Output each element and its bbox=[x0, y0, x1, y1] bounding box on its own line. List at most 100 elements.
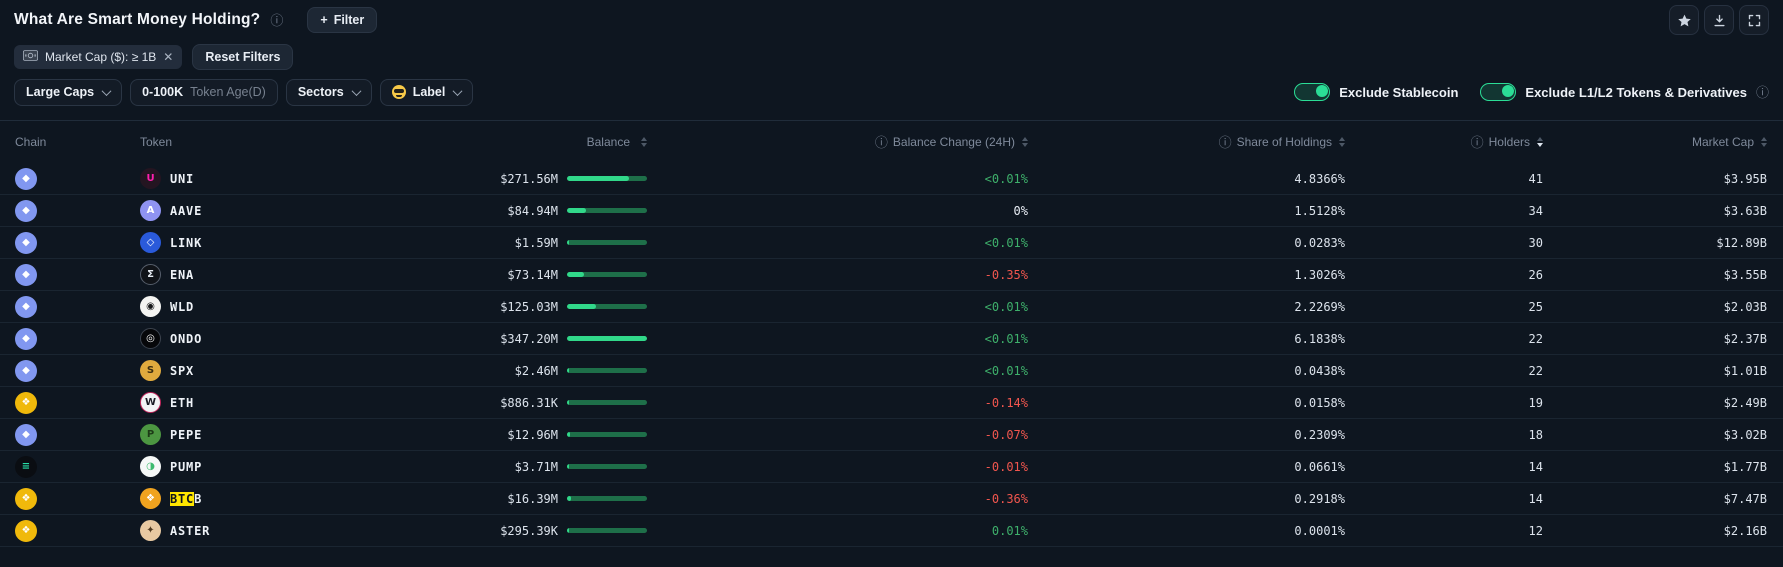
sort-arrows-icon[interactable] bbox=[1761, 137, 1767, 147]
market-cap-filter-chip[interactable]: Market Cap ($): ≥ 1B ✕ bbox=[14, 44, 183, 69]
chain-cell: ◆ bbox=[0, 327, 135, 350]
table-body: ◆ U UNI $271.56M <0.01% 4.8366% 41 $3.95B ◆ A AAVE… bbox=[0, 163, 1783, 547]
title-info-icon[interactable]: ⓘ bbox=[270, 12, 284, 28]
sort-arrows-icon[interactable] bbox=[1537, 137, 1543, 147]
balance-bar-fill bbox=[567, 432, 571, 437]
token-cell[interactable]: S SPX bbox=[135, 360, 420, 381]
market-cap-value: $2.49B bbox=[1723, 395, 1767, 410]
column-label: Token bbox=[140, 135, 173, 149]
balance-cell: $295.39K bbox=[420, 524, 647, 538]
balance-value: $271.56M bbox=[500, 171, 558, 186]
chain-cell: ❖ bbox=[0, 391, 135, 414]
token-row-pump[interactable]: ≡ ◑ PUMP $3.71M -0.01% 0.0661% 14 $1.77B bbox=[0, 451, 1783, 483]
token-cell[interactable]: U UNI bbox=[135, 168, 420, 189]
token-cell[interactable]: ❖ BTCB bbox=[135, 488, 420, 509]
share-of-holdings-value: 2.2269% bbox=[1294, 299, 1345, 314]
token-row-eth[interactable]: ❖ W ETH $886.31K -0.14% 0.0158% 19 $2.49B bbox=[0, 387, 1783, 419]
chain-cell: ≡ bbox=[0, 455, 135, 478]
token-cell[interactable]: ◑ PUMP bbox=[135, 456, 420, 477]
market-cap-value: $2.16B bbox=[1723, 523, 1767, 538]
remove-filter-icon[interactable]: ✕ bbox=[163, 49, 174, 64]
holders-cell: 14 bbox=[1355, 460, 1545, 474]
token-row-ondo[interactable]: ◆ ◎ ONDO $347.20M <0.01% 6.1838% 22 $2.37B bbox=[0, 323, 1783, 355]
token-row-btcb[interactable]: ❖ ❖ BTCB $16.39M -0.36% 0.2918% 14 $7.47B bbox=[0, 483, 1783, 515]
balance-value: $2.46M bbox=[514, 363, 558, 378]
info-icon[interactable]: ⓘ bbox=[1470, 134, 1484, 150]
share-of-holdings-value: 0.2309% bbox=[1294, 427, 1345, 442]
token-cell[interactable]: ✦ ASTER bbox=[135, 520, 420, 541]
toggle-exclude-l1-l2-tokens-derivatives[interactable]: Exclude L1/L2 Tokens & Derivatives ⓘ bbox=[1480, 83, 1769, 101]
info-icon[interactable]: ⓘ bbox=[1755, 84, 1769, 100]
token-row-spx[interactable]: ◆ S SPX $2.46M <0.01% 0.0438% 22 $1.01B bbox=[0, 355, 1783, 387]
favorite-button[interactable] bbox=[1669, 5, 1699, 35]
column-header-holders[interactable]: ⓘ Holders bbox=[1355, 135, 1545, 149]
market-cap-cell: $1.77B bbox=[1545, 460, 1783, 474]
toggle-switch[interactable] bbox=[1294, 83, 1331, 101]
share-of-holdings-cell: 2.2269% bbox=[1028, 300, 1355, 314]
holders-cell: 19 bbox=[1355, 396, 1545, 410]
holders-cell: 30 bbox=[1355, 236, 1545, 250]
column-header-share[interactable]: ⓘ Share of Holdings bbox=[1028, 135, 1355, 149]
column-header-mcap[interactable]: Market Cap bbox=[1545, 135, 1783, 149]
download-button[interactable] bbox=[1704, 5, 1734, 35]
token-icon: ◉ bbox=[140, 296, 161, 317]
share-of-holdings-value: 0.0661% bbox=[1294, 459, 1345, 474]
sort-arrows-icon[interactable] bbox=[641, 137, 647, 147]
toggle-switch[interactable] bbox=[1480, 83, 1517, 101]
token-cell[interactable]: P PEPE bbox=[135, 424, 420, 445]
market-cap-cell: $1.01B bbox=[1545, 364, 1783, 378]
chain-cell: ❖ bbox=[0, 519, 135, 542]
column-header-balance[interactable]: Balance bbox=[420, 135, 647, 149]
toggle-exclude-stablecoin[interactable]: Exclude Stablecoin bbox=[1294, 83, 1458, 101]
token-row-wld[interactable]: ◆ ◉ WLD $125.03M <0.01% 2.2269% 25 $2.03B bbox=[0, 291, 1783, 323]
info-icon[interactable]: ⓘ bbox=[1218, 134, 1232, 150]
balance-cell: $84.94M bbox=[420, 204, 647, 218]
token-ticker: AAVE bbox=[170, 203, 203, 218]
token-icon: U bbox=[140, 168, 161, 189]
token-cell[interactable]: ◇ LINK bbox=[135, 232, 420, 253]
balance-bar-fill bbox=[567, 464, 569, 469]
chain-cell: ◆ bbox=[0, 231, 135, 254]
column-header-chain: Chain bbox=[0, 135, 135, 149]
cap-tier-dropdown[interactable]: Large Caps bbox=[14, 78, 123, 106]
balance-bar-fill bbox=[567, 208, 587, 213]
reset-filters-button[interactable]: Reset Filters bbox=[192, 43, 294, 70]
token-cell[interactable]: ◉ WLD bbox=[135, 296, 420, 317]
bnb-chain-icon: ❖ bbox=[15, 519, 37, 542]
column-label: Balance bbox=[586, 135, 630, 149]
token-row-aave[interactable]: ◆ A AAVE $84.94M 0% 1.5128% 34 $3.63B bbox=[0, 195, 1783, 227]
token-row-ena[interactable]: ◆ Σ ENA $73.14M -0.35% 1.3026% 26 $3.55B bbox=[0, 259, 1783, 291]
balance-change-cell: <0.01% bbox=[647, 236, 1028, 250]
sectors-dropdown[interactable]: Sectors bbox=[285, 78, 372, 106]
market-cap-value: $12.89B bbox=[1716, 235, 1767, 250]
token-cell[interactable]: ◎ ONDO bbox=[135, 328, 420, 349]
token-cell[interactable]: Σ ENA bbox=[135, 264, 420, 285]
holders-cell: 22 bbox=[1355, 364, 1545, 378]
market-cap-cell: $7.47B bbox=[1545, 492, 1783, 506]
token-row-link[interactable]: ◆ ◇ LINK $1.59M <0.01% 0.0283% 30 $12.89B bbox=[0, 227, 1783, 259]
toggle-knob bbox=[1315, 85, 1328, 97]
balance-value: $1.59M bbox=[514, 235, 558, 250]
chain-cell: ◆ bbox=[0, 295, 135, 318]
market-cap-value: $1.01B bbox=[1723, 363, 1767, 378]
sort-arrows-icon[interactable] bbox=[1022, 137, 1028, 147]
column-header-change[interactable]: ⓘ Balance Change (24H) bbox=[647, 135, 1028, 149]
token-age-filter[interactable]: 0-100K Token Age(D) bbox=[130, 78, 278, 106]
balance-bar bbox=[567, 272, 647, 277]
info-icon[interactable]: ⓘ bbox=[874, 134, 888, 150]
share-of-holdings-cell: 6.1838% bbox=[1028, 332, 1355, 346]
balance-bar bbox=[567, 400, 647, 405]
balance-bar bbox=[567, 336, 647, 341]
token-row-aster[interactable]: ❖ ✦ ASTER $295.39K 0.01% 0.0001% 12 $2.16B bbox=[0, 515, 1783, 547]
active-filters-row: Market Cap ($): ≥ 1B ✕ Reset Filters bbox=[0, 40, 1783, 72]
sort-arrows-icon[interactable] bbox=[1339, 137, 1345, 147]
fullscreen-button[interactable] bbox=[1739, 5, 1769, 35]
label-dropdown[interactable]: Label bbox=[379, 78, 474, 106]
balance-bar-fill bbox=[567, 176, 630, 181]
token-row-uni[interactable]: ◆ U UNI $271.56M <0.01% 4.8366% 41 $3.95B bbox=[0, 163, 1783, 195]
add-filter-button[interactable]: + Filter bbox=[307, 7, 378, 33]
token-row-pepe[interactable]: ◆ P PEPE $12.96M -0.07% 0.2309% 18 $3.02B bbox=[0, 419, 1783, 451]
balance-value: $3.71M bbox=[514, 459, 558, 474]
token-cell[interactable]: W ETH bbox=[135, 392, 420, 413]
token-cell[interactable]: A AAVE bbox=[135, 200, 420, 221]
